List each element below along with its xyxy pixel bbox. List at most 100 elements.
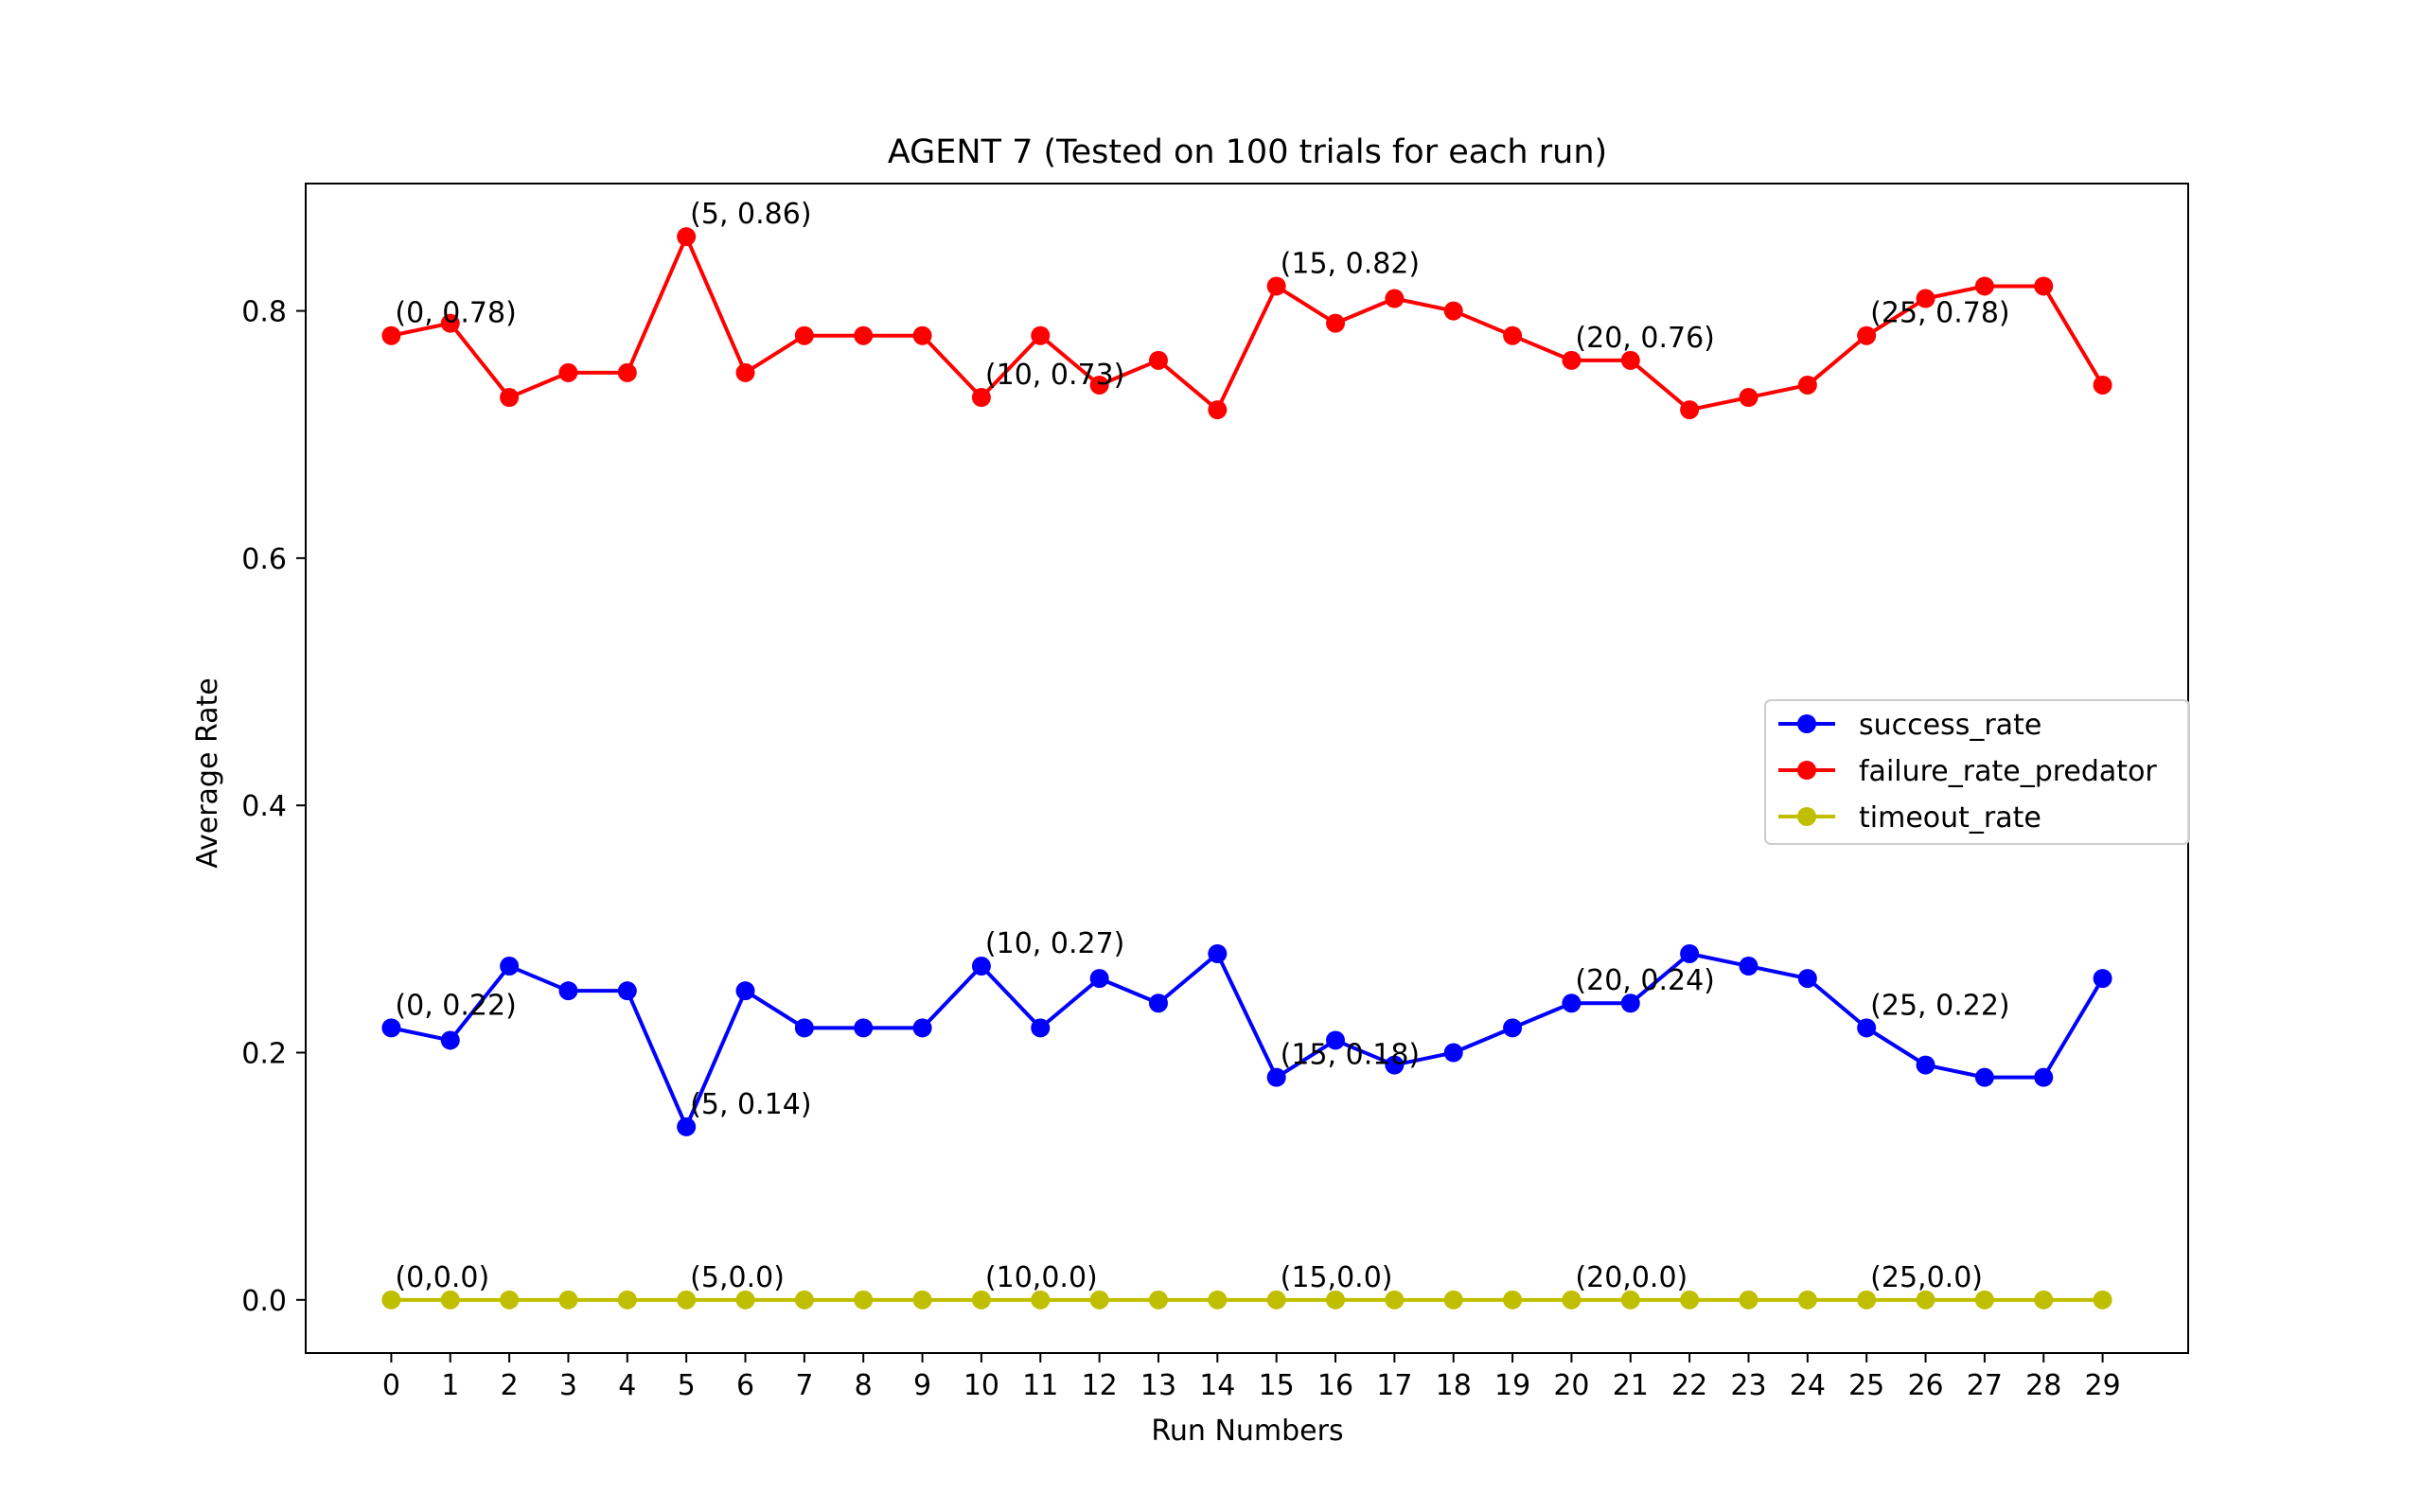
- x-tick-label: 27: [1967, 1369, 2003, 1402]
- data-point: [1680, 1290, 1700, 1310]
- data-point: [1739, 1290, 1758, 1310]
- chart-title: AGENT 7 (Tested on 100 trials for each r…: [888, 133, 1607, 171]
- data-point: [1503, 1290, 1523, 1310]
- data-point: [1031, 325, 1051, 345]
- data-point: [1148, 350, 1168, 370]
- data-point: [971, 388, 991, 408]
- data-point: [1916, 1290, 1935, 1310]
- x-tick-label: 23: [1730, 1369, 1766, 1402]
- data-point: [2034, 1290, 2054, 1310]
- data-point: [381, 1290, 401, 1310]
- data-point: [558, 1290, 578, 1310]
- data-point: [1326, 313, 1346, 333]
- x-tick-label: 20: [1553, 1369, 1589, 1402]
- data-point: [1266, 1290, 1286, 1310]
- x-axis-label: Run Numbers: [1151, 1415, 1343, 1448]
- x-tick-label: 15: [1259, 1369, 1295, 1402]
- data-point: [1208, 400, 1228, 420]
- series-failure_rate_predator: [381, 227, 2112, 420]
- data-point: [1620, 993, 1640, 1013]
- x-tick-label: 22: [1671, 1369, 1707, 1402]
- x-tick-label: 28: [2025, 1369, 2061, 1402]
- data-point: [1208, 1290, 1228, 1310]
- data-point: [794, 1290, 814, 1310]
- data-point: [1562, 993, 1582, 1013]
- data-point: [1089, 969, 1109, 989]
- data-point: [558, 981, 578, 1001]
- legend-item-failure_rate_predator: failure_rate_predator: [1778, 755, 2157, 788]
- data-point: [1680, 943, 1700, 963]
- data-point: [381, 325, 401, 345]
- x-tick-label: 18: [1436, 1369, 1472, 1402]
- series-timeout_rate: [381, 1290, 2112, 1310]
- data-point: [1148, 993, 1168, 1013]
- y-tick-label: 0.0: [241, 1285, 287, 1318]
- data-point: [912, 1018, 932, 1038]
- x-tick-label: 25: [1848, 1369, 1884, 1402]
- x-tick-label: 9: [913, 1369, 931, 1402]
- data-point: [1089, 1290, 1109, 1310]
- data-point: [1739, 388, 1758, 408]
- data-point: [1443, 301, 1463, 321]
- data-point: [1916, 289, 1935, 308]
- x-tick-label: 26: [1907, 1369, 1943, 1402]
- x-tick-label: 8: [855, 1369, 873, 1402]
- data-point: [2034, 1067, 2054, 1087]
- data-point: [912, 325, 932, 345]
- data-point: [1503, 1018, 1523, 1038]
- data-point: [1385, 1290, 1405, 1310]
- data-annotation: (20, 0.24): [1575, 964, 1714, 997]
- data-point: [794, 1018, 814, 1038]
- data-point: [677, 1116, 697, 1136]
- data-point: [971, 1290, 991, 1310]
- annotation-layer: (0, 0.22) (5, 0.14) (10, 0.27) (15, 0.18) (2…: [395, 198, 2009, 1294]
- data-point: [1208, 943, 1228, 963]
- data-point: [971, 957, 991, 976]
- data-point: [2093, 1290, 2112, 1310]
- data-point: [2093, 969, 2112, 989]
- data-point: [1797, 969, 1817, 989]
- data-point: [1443, 1290, 1463, 1310]
- data-point: [1797, 375, 1817, 395]
- data-point: [1916, 1055, 1935, 1075]
- data-point: [1503, 325, 1523, 345]
- legend-label: success_rate: [1859, 709, 2041, 742]
- x-tick-label: 17: [1376, 1369, 1412, 1402]
- series-line: [390, 951, 2105, 1129]
- data-point: [617, 362, 637, 382]
- legend-item-success_rate: success_rate: [1778, 709, 2041, 742]
- data-annotation: (0, 0.78): [395, 297, 516, 330]
- x-axis-ticks: 0 1 2 3 4 5 6 7 8 9 10 11 12 13 14 15 16 17 18 19 20 21 22 23 24…: [382, 1353, 2121, 1402]
- data-point: [1857, 1290, 1877, 1310]
- data-annotation: (25, 0.78): [1870, 297, 2009, 330]
- data-point: [1562, 350, 1582, 370]
- x-tick-label: 5: [678, 1369, 696, 1402]
- data-point: [1148, 1290, 1168, 1310]
- data-annotation: (5, 0.86): [690, 198, 811, 231]
- x-tick-label: 1: [441, 1369, 459, 1402]
- data-point: [440, 1290, 460, 1310]
- series-line: [390, 235, 2105, 413]
- data-point: [617, 981, 637, 1001]
- data-point: [1739, 957, 1758, 976]
- data-annotation: (10, 0.73): [985, 359, 1124, 392]
- data-annotation: (20, 0.76): [1575, 322, 1714, 355]
- x-tick-label: 29: [2084, 1369, 2120, 1402]
- data-point: [677, 227, 697, 247]
- data-point: [1857, 1018, 1877, 1038]
- data-annotation: (0,0.0): [395, 1261, 489, 1294]
- legend-swatch-marker: [1797, 714, 1816, 733]
- data-point: [1385, 1055, 1405, 1075]
- data-point: [1620, 350, 1640, 370]
- series-success_rate: [381, 943, 2112, 1136]
- data-point: [735, 1290, 755, 1310]
- x-tick-label: 12: [1082, 1369, 1118, 1402]
- data-point: [1857, 325, 1877, 345]
- data-point: [617, 1290, 637, 1310]
- data-point: [558, 362, 578, 382]
- legend-box: [1764, 699, 2190, 845]
- data-point: [2093, 375, 2112, 395]
- y-tick-label: 0.6: [241, 543, 287, 576]
- data-point: [1326, 1290, 1346, 1310]
